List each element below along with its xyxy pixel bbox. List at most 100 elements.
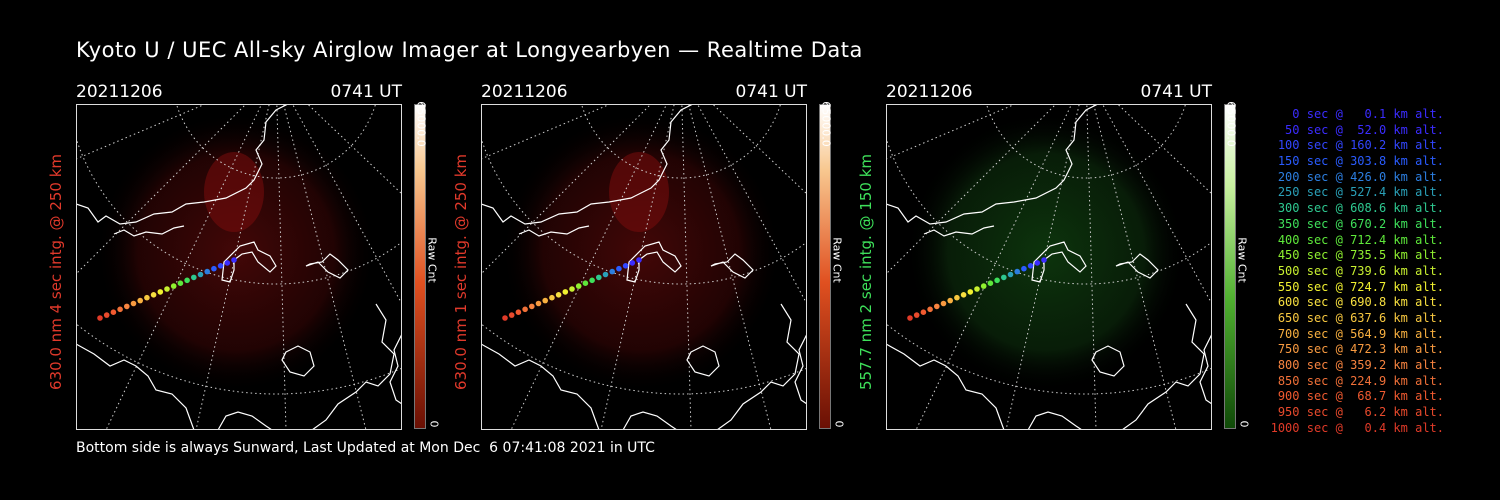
trajectory-point [974,286,980,292]
trajectory-point [1034,260,1041,266]
panel-wavelength-label: 630.0 nm 1 sec intg. @ 250 km [452,153,470,391]
trajectory-point [960,292,967,298]
panel-date: 20211206 [886,82,973,102]
coastline [76,104,289,225]
meridian-line [1101,104,1212,305]
meridian-line [681,104,692,430]
trajectory-point [1001,274,1007,281]
trajectory-point [934,303,940,310]
legend-row: 500 sec @ 739.6 km alt. [1277,263,1444,278]
coastline [221,241,277,283]
trajectory-legend: 0 sec @ 0.1 km alt. 50 sec @ 52.0 km alt.… [1262,107,1444,436]
trajectory-point [954,294,960,301]
meridian-line [306,104,402,195]
legend-row: 850 sec @ 224.9 km alt. [1277,373,1444,388]
legend-row: 950 sec @ 6.2 km alt. [1277,405,1444,420]
trajectory-point [522,306,528,313]
trajectory-point [549,294,555,301]
meridian-line [886,104,1017,160]
meridian-line [696,104,807,305]
trajectory-point [97,315,103,321]
trajectory-point [197,271,204,278]
airglow-field [501,112,781,392]
panel-630-4sec: 20211206 0741 UT 630.0 nm 4 sec intg. @ … [47,82,456,432]
legend-row: 550 sec @ 724.7 km alt. [1277,279,1444,294]
trajectory-point [157,289,164,295]
legend-row: 700 sec @ 564.9 km alt. [1277,326,1444,341]
trajectory-point [224,260,231,266]
trajectory-point [110,309,117,315]
page-title: Kyoto U / UEC All-sky Airglow Imager at … [76,38,863,62]
trajectory-point [947,297,953,304]
coastline [686,345,720,377]
trajectory-point [144,294,150,301]
coastline [389,333,402,405]
meridian-line [481,104,612,160]
panel-date: 20211206 [76,82,163,102]
map-frame [76,104,402,430]
colorbar-min: 0 [427,420,441,428]
trajectory-point [542,297,548,304]
colorbar-min: 0 [832,420,846,428]
colorbar [414,104,426,429]
meridian-line [276,104,287,430]
trajectory-point [616,265,622,272]
trajectory-point [1007,271,1014,278]
trajectory-point [515,309,522,315]
legend-row: 50 sec @ 52.0 km alt. [1285,122,1444,137]
colorbar-max: 65000.0 [819,101,833,147]
trajectory-point [562,289,569,295]
trajectory-point [622,263,629,269]
meridian-line [1086,104,1097,430]
trajectory-point [1027,263,1034,269]
airglow-field [906,112,1186,392]
coastline [1115,253,1159,279]
legend-row: 150 sec @ 303.8 km alt. [1277,154,1444,169]
trajectory-point [602,271,609,278]
latitude-circle [985,104,1187,179]
airglow-field [96,112,376,392]
panel-time: 0741 UT [1140,82,1213,102]
trajectory-point [117,306,123,313]
meridian-line [711,104,807,195]
trajectory-point [987,280,994,286]
trajectory-point [980,283,987,289]
coastline [305,253,349,279]
legend-row: 650 sec @ 637.6 km alt. [1277,310,1444,325]
latitude-circle [580,104,782,179]
meridian-line [688,104,772,430]
latitude-circle [481,136,807,285]
legend-row: 350 sec @ 670.2 km alt. [1277,216,1444,231]
trajectory-point [130,300,137,307]
coastline [622,411,678,430]
coastline [1199,333,1212,405]
trajectory-point [920,309,927,315]
trajectory-point [994,277,1000,284]
trajectory-point [191,274,197,281]
coastline [481,104,694,225]
coastline [1031,241,1087,283]
coastline [76,343,195,430]
coastline [281,345,315,377]
trajectory-point [967,289,974,295]
legend-row: 300 sec @ 608.6 km alt. [1277,201,1444,216]
meridian-line [1116,104,1212,195]
footer-note: Bottom side is always Sunward, Last Upda… [76,440,655,456]
colorbar-unit: Raw Cnt [425,237,439,283]
trajectory-point [629,260,636,266]
meridian-line [76,104,207,160]
trajectory-point [575,283,582,289]
allsky-map [481,104,807,430]
panel-630-1sec: 20211206 0741 UT 630.0 nm 1 sec intg. @ … [452,82,861,432]
trajectory-point [124,303,130,310]
coastline [716,303,800,430]
trajectory-point [217,263,224,269]
trajectory-point [913,312,920,318]
coastline [710,253,754,279]
legend-row: 750 sec @ 472.3 km alt. [1277,342,1444,357]
latitude-circle [886,136,1212,285]
trajectory-point [529,303,535,310]
legend-row: 1000 sec @ 0.4 km alt. [1270,420,1444,435]
legend-row: 800 sec @ 359.2 km alt. [1277,358,1444,372]
meridian-line [1093,104,1177,430]
